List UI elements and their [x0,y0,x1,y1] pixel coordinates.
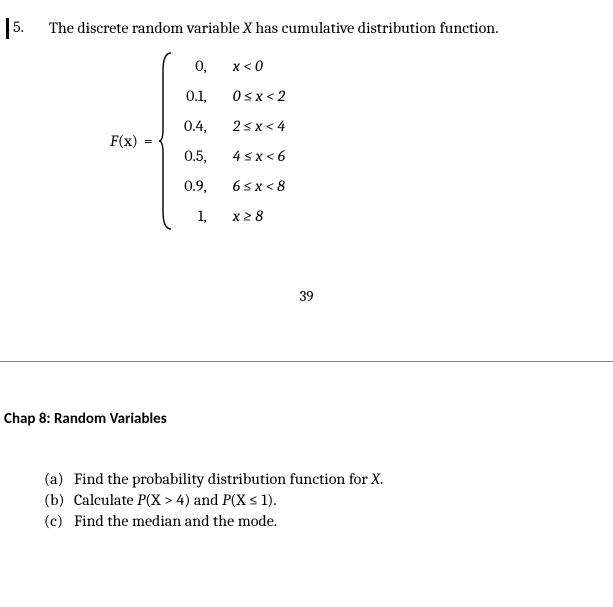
stmt-post: has cumulative distribution function. [252,19,499,37]
sp-a-var: X [371,470,380,488]
cdf-cases: 0, 0.1, 0.4, 0.5, 0.9, 1, x < 0 0 ≤ x < … [173,51,285,231]
sp-b-pre: Calculate [74,491,137,509]
sp-b-expr2-body: (X ≤ 1) [230,491,273,509]
cdf-cond: 6 ≤ x < 8 [233,171,285,201]
chapter-heading: Chap 8: Random Variables [4,410,613,428]
cdf-cond: x < 0 [233,51,285,81]
cdf-value: 1, [173,201,207,231]
cdf-value: 0.9, [173,171,207,201]
cdf-lhs-paren: (x) [118,132,138,150]
cdf-cond: 0 ≤ x < 2 [233,81,285,111]
stmt-pre: The discrete random variable [49,19,243,37]
cdf-formula: F(x) = 0, 0.1, 0.4, 0.5, 0.9, 1, x < 0 0… [110,51,613,231]
stmt-var: X [243,19,252,37]
sp-a-pre: Find the probability distribution functi… [74,470,371,488]
subparts: (a) Find the probability distribution fu… [44,470,613,530]
subpart-text: Calculate P(X > 4) and P(X ≤ 1). [74,491,613,509]
subpart-label: (a) [44,470,74,488]
cdf-value: 0.1, [173,81,207,111]
sp-b-expr1-P: P [137,491,145,509]
subpart-label: (c) [44,512,74,530]
cond-text: x < 0 [233,57,263,75]
problem-statement: The discrete random variable X has cumul… [49,18,599,39]
subpart-text: Find the median and the mode. [74,512,613,530]
subpart-label: (b) [44,491,74,509]
cdf-eq: = [144,132,153,150]
brace-icon [159,51,173,231]
cond-text: 4 ≤ x < 6 [233,147,285,165]
sp-b-expr2-P: P [222,491,230,509]
cdf-values-col: 0, 0.1, 0.4, 0.5, 0.9, 1, [173,51,207,231]
cdf-value: 0.5, [173,141,207,171]
cdf-cond: 4 ≤ x < 6 [233,141,285,171]
sp-a-post: . [380,470,383,488]
subpart-a: (a) Find the probability distribution fu… [44,470,613,488]
cdf-cond: 2 ≤ x < 4 [233,111,285,141]
subpart-c: (c) Find the median and the mode. [44,512,613,530]
sp-b-mid: and [190,491,222,509]
document-page: 5. The discrete random variable X has cu… [0,0,613,607]
cdf-lhs-f: F [110,132,118,150]
problem-row: 5. The discrete random variable X has cu… [0,0,613,39]
cdf-cond: x ≥ 8 [233,201,285,231]
cdf-lhs: F(x) [110,132,138,150]
subpart-b: (b) Calculate P(X > 4) and P(X ≤ 1). [44,491,613,509]
cdf-value: 0.4, [173,111,207,141]
cdf-value: 0, [173,51,207,81]
page-divider [0,361,613,362]
cdf-conditions-col: x < 0 0 ≤ x < 2 2 ≤ x < 4 4 ≤ x < 6 6 ≤ … [233,51,285,231]
cond-text: 6 ≤ x < 8 [233,177,285,195]
sp-b-expr1-body: (X > 4) [145,491,190,509]
subpart-text: Find the probability distribution functi… [74,470,613,488]
problem-number: 5. [6,18,49,39]
sp-b-post: . [273,491,276,509]
cond-text: x ≥ 8 [233,207,263,225]
cond-text: 0 ≤ x < 2 [233,87,285,105]
page-number: 39 [0,287,613,305]
cond-text: 2 ≤ x < 4 [233,117,285,135]
